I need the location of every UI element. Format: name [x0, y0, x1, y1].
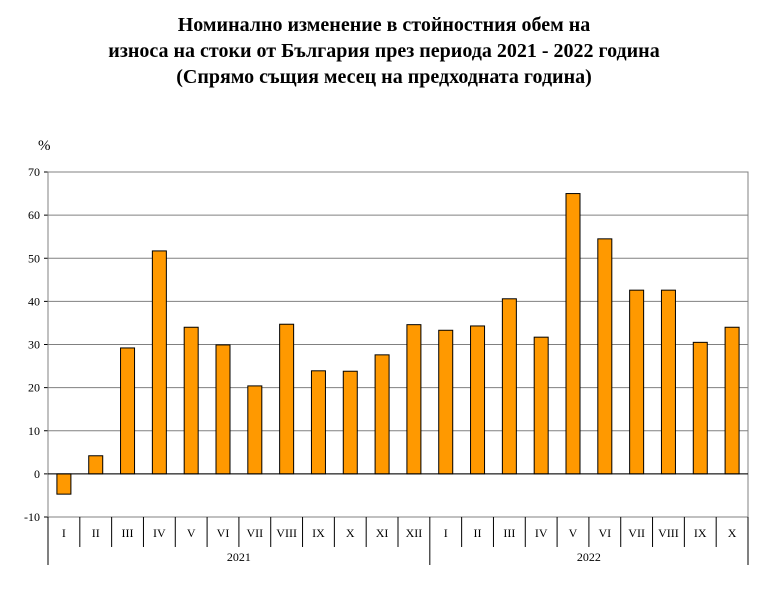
y-tick-label: -10: [24, 510, 40, 524]
x-tick-label: VIII: [658, 526, 679, 540]
x-tick-label: II: [474, 526, 482, 540]
bar: [56, 473, 72, 495]
bar: [151, 250, 167, 475]
x-tick-label: I: [62, 526, 66, 540]
x-tick-label: III: [122, 526, 134, 540]
bar: [374, 354, 390, 475]
x-tick-label: XII: [406, 526, 423, 540]
x-tick-label: IX: [694, 526, 707, 540]
bar: [342, 370, 358, 475]
y-tick-label: 10: [28, 424, 40, 438]
title-line-3: (Спрямо същия месец на предходната годин…: [176, 66, 592, 88]
x-tick-label: V: [569, 526, 578, 540]
year-group-label: 2021: [227, 550, 251, 564]
x-tick-label: VI: [217, 526, 230, 540]
x-tick-label: XI: [376, 526, 389, 540]
bar: [597, 238, 613, 475]
x-tick-label: X: [346, 526, 355, 540]
y-tick-label: 50: [28, 251, 40, 265]
bar: [438, 329, 454, 475]
y-tick-label: 20: [28, 381, 40, 395]
x-tick-label: IX: [312, 526, 325, 540]
bar: [215, 344, 231, 475]
x-tick-label: VII: [628, 526, 645, 540]
bar: [120, 347, 136, 475]
x-tick-label: IV: [153, 526, 166, 540]
x-tick-label: IV: [535, 526, 548, 540]
x-tick-label: III: [503, 526, 515, 540]
y-tick-label: 30: [28, 338, 40, 352]
bar: [88, 455, 104, 475]
x-tick-label: VIII: [276, 526, 297, 540]
y-axis-unit-label: %: [38, 138, 51, 154]
bar: [724, 326, 740, 475]
x-tick-label: I: [444, 526, 448, 540]
bar: [247, 385, 263, 475]
x-tick-label: II: [92, 526, 100, 540]
bar: [183, 326, 199, 475]
bar: [279, 323, 295, 475]
bar: [406, 324, 422, 475]
bar: [629, 289, 645, 475]
y-tick-label: 70: [28, 165, 40, 179]
bar: [565, 193, 581, 475]
x-tick-label: V: [187, 526, 196, 540]
title-line-1: Номинално изменение в стойностния обем н…: [177, 14, 591, 36]
bar: [501, 298, 517, 475]
year-group-label: 2022: [577, 550, 601, 564]
y-tick-label: 60: [28, 208, 40, 222]
bar: [692, 341, 708, 475]
title-line-2: износа на стоки от България през периода…: [108, 40, 660, 62]
x-tick-label: VII: [246, 526, 263, 540]
bar: [470, 325, 486, 475]
y-tick-label: 0: [34, 467, 40, 481]
x-tick-label: X: [728, 526, 737, 540]
bar: [533, 336, 549, 475]
bar: [660, 289, 676, 475]
x-tick-label: VI: [598, 526, 611, 540]
y-tick-label: 40: [28, 294, 40, 308]
bar: [310, 370, 326, 475]
chart-title: Номинално изменение в стойностния обем н…: [0, 12, 768, 90]
